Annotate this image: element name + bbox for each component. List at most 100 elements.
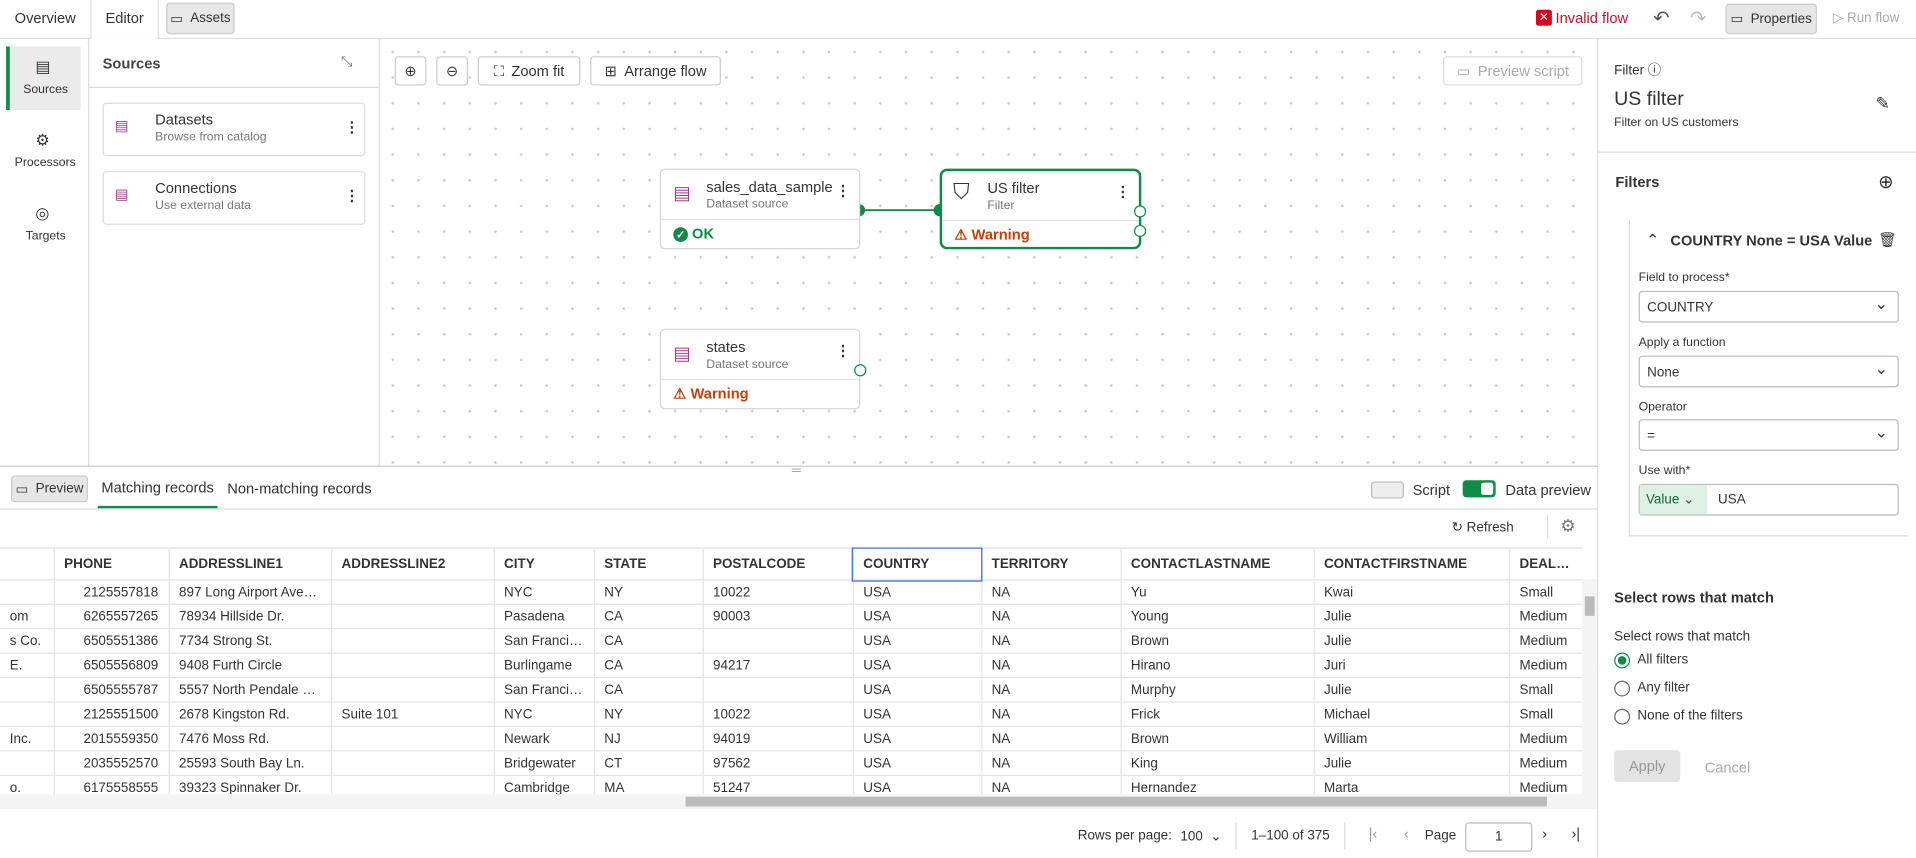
table-row: E. 6505556809 9408 Furth Circle Burlingame C… <box>0 653 1583 679</box>
type-select[interactable]: Value ⌄ <box>1639 485 1708 515</box>
status[interactable]: Invalid flow <box>1555 9 1629 27</box>
cell: Medium <box>1509 750 1583 776</box>
cell <box>331 775 495 795</box>
filter-card <box>1628 219 1909 537</box>
drag-handle[interactable]: ⋮ <box>344 186 360 205</box>
nav-item[interactable]: Targets <box>25 229 66 244</box>
first-page[interactable]: |‹ <box>1368 824 1378 842</box>
port <box>1133 224 1147 238</box>
label: Assets <box>190 10 231 26</box>
node[interactable]: ▤ states Dataset source ⋮ ⚠ Warning <box>659 328 867 410</box>
tab[interactable]: Non-matching records <box>227 480 372 498</box>
select[interactable]: COUNTRY <box>1638 290 1899 323</box>
header-cell: ADDRESSLINE1 <box>168 548 332 581</box>
range: 1–100 of 375 <box>1251 828 1330 844</box>
delete[interactable]: 🗑 <box>1878 230 1897 249</box>
cell: NA <box>981 628 1122 654</box>
toggle-on[interactable] <box>1462 480 1496 498</box>
cell: o. <box>0 775 55 795</box>
header-cell: STATE <box>593 548 704 581</box>
cell: 6175558555 <box>53 775 170 795</box>
cell: Yu <box>1120 579 1315 605</box>
cell: San Francisco <box>493 628 595 654</box>
input-value[interactable]: USA <box>1718 492 1746 508</box>
port <box>854 364 867 377</box>
zoom-out[interactable]: ⊖ <box>436 56 469 86</box>
radio[interactable] <box>1614 708 1631 725</box>
cell: USA <box>852 604 982 630</box>
preview-script[interactable]: ▭ Preview script <box>1443 56 1583 86</box>
cancel-button[interactable]: Cancel <box>1704 758 1751 776</box>
settings[interactable]: ⚙ <box>1560 515 1576 536</box>
icon: ⛉ <box>953 179 970 205</box>
rows-per-page-label: Rows per page: <box>1077 828 1172 844</box>
v-scrollbar[interactable] <box>1582 579 1598 795</box>
cell: NYC <box>493 702 595 728</box>
tab-active[interactable]: Editor <box>90 0 159 40</box>
last-page[interactable]: ›| <box>1571 824 1581 842</box>
radio-checked[interactable] <box>1614 652 1631 669</box>
add-filter[interactable]: ⊕ <box>1878 172 1894 194</box>
toggle-off[interactable] <box>1371 481 1405 499</box>
table-row: Inc. 2015559350 7476 Moss Rd. Newark NJ 94019… <box>0 726 1583 752</box>
divider <box>1546 514 1549 539</box>
redo[interactable]: ↷ <box>1689 8 1707 30</box>
apply-button[interactable]: Apply <box>1614 750 1681 783</box>
prev-page[interactable]: ‹ <box>1404 824 1409 842</box>
collapse[interactable]: ⤡ <box>340 52 353 70</box>
assets-button[interactable]: ▭ Assets <box>166 2 235 35</box>
collapse[interactable]: ⌃ <box>1645 230 1660 250</box>
cell: NA <box>981 604 1122 630</box>
value: COUNTRY <box>1647 300 1714 316</box>
h-scrollbar[interactable] <box>0 794 1598 809</box>
cell: Murphy <box>1120 677 1315 703</box>
menu[interactable]: ⋮ <box>835 342 851 360</box>
cell: 51247 <box>702 775 854 795</box>
nav-item[interactable]: Processors <box>14 156 76 170</box>
node-selected[interactable]: ⛉ US filter Filter ⋮ ⚠ Warning <box>939 168 1147 250</box>
table-row: 2125551500 2678 Kingston Rd. Suite 101 NYC N… <box>0 702 1583 728</box>
tab[interactable]: Overview <box>14 9 76 27</box>
zoom-in[interactable]: ⊕ <box>394 56 427 86</box>
rows-per-page[interactable]: 100 ⌄ <box>1180 829 1222 845</box>
next-page[interactable]: › <box>1542 824 1547 842</box>
zoom-fit[interactable]: ⛶ Zoom fit <box>477 56 581 86</box>
header-cell: POSTALCODE <box>702 548 854 581</box>
radio[interactable] <box>1614 680 1631 697</box>
refresh[interactable]: ↻ Refresh <box>1451 520 1514 536</box>
preview-button[interactable]: ▭ Preview <box>10 475 88 503</box>
cell: NA <box>981 702 1122 728</box>
tab-active[interactable]: Matching records <box>97 467 218 509</box>
undo[interactable]: ↶ <box>1653 8 1670 30</box>
cell: 2125557818 <box>53 579 170 605</box>
source-card[interactable] <box>102 171 366 225</box>
label: Warning <box>690 384 749 403</box>
nav-item[interactable]: Sources <box>23 83 69 97</box>
select[interactable]: None <box>1638 355 1899 388</box>
node-name: US filter <box>987 179 1040 197</box>
header-cell: CITY <box>493 548 595 581</box>
menu[interactable]: ⋮ <box>1115 183 1131 201</box>
edit[interactable]: ✎ <box>1875 92 1891 113</box>
drag-handle[interactable]: ⋮ <box>344 118 360 136</box>
cell: NY <box>593 702 704 728</box>
menu[interactable]: ⋮ <box>835 182 851 200</box>
top-bar <box>0 0 1916 40</box>
node[interactable]: ▤ sales_data_sample Dataset source ⋮ ✓ O… <box>659 168 861 250</box>
properties-panel <box>1597 39 1916 858</box>
arrange-flow[interactable]: ⊞ Arrange flow <box>590 56 721 86</box>
cell: Bridgewater <box>493 750 595 776</box>
properties-button[interactable]: ▭ Properties <box>1725 3 1818 35</box>
icon: ▤ <box>673 343 691 365</box>
select[interactable]: = <box>1638 419 1899 451</box>
radio-label: None of the filters <box>1637 708 1743 724</box>
node-status: ⚠ Warning <box>954 226 1030 244</box>
source-card[interactable] <box>102 102 366 157</box>
page-input[interactable]: 1 <box>1465 822 1533 852</box>
run-flow[interactable]: ▷ Run flow <box>1832 10 1900 26</box>
cell: USA <box>852 579 982 605</box>
resize-handle[interactable]: ═ <box>791 464 801 478</box>
cell: Newark <box>493 726 595 752</box>
flow-canvas[interactable] <box>380 39 1598 466</box>
